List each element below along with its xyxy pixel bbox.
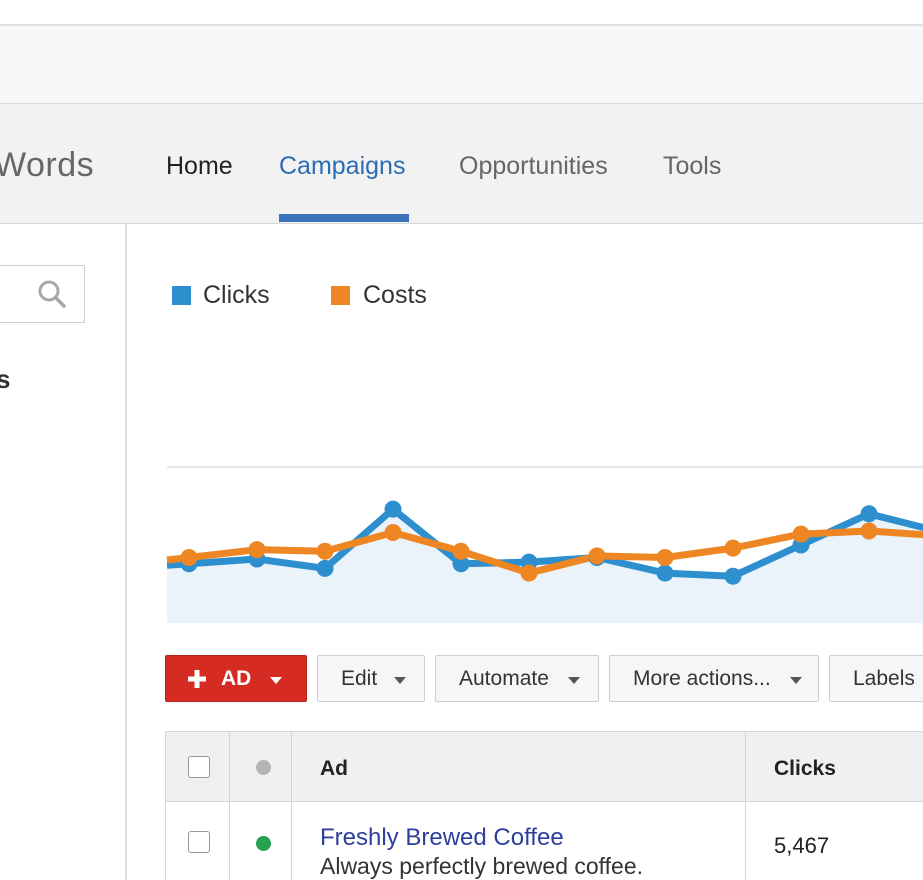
legend-label-costs: Costs: [363, 281, 427, 309]
select-all-checkbox[interactable]: [188, 756, 210, 778]
tab-opportunities[interactable]: Opportunities: [459, 152, 608, 180]
data-point-costs-3[interactable]: [384, 524, 402, 542]
clicks-value: 5,467: [774, 833, 830, 858]
edit-button[interactable]: Edit: [317, 655, 425, 702]
data-point-costs-7[interactable]: [656, 548, 674, 566]
status-enabled-dot: [256, 836, 271, 851]
legend-label-clicks: Clicks: [203, 281, 270, 309]
data-point-clicks-7[interactable]: [656, 564, 674, 582]
data-point-clicks-4[interactable]: [452, 555, 470, 573]
labels-label: Labels: [853, 667, 915, 690]
performance-line-chart: [166, 466, 923, 623]
ad-description: Always perfectly brewed coffee.: [320, 853, 644, 879]
clicks-area-fill: [167, 509, 923, 623]
add-ad-label: AD: [221, 667, 252, 690]
data-point-costs-5[interactable]: [520, 564, 538, 582]
ads-table: Ad Clicks Freshly Brewed Coffee Always p…: [165, 731, 923, 880]
data-point-clicks-8[interactable]: [724, 567, 742, 585]
brand-logo-text: Words: [0, 146, 95, 184]
tab-tools[interactable]: Tools: [663, 152, 722, 180]
series-line-costs: [166, 527, 923, 577]
data-point-clicks-2[interactable]: [316, 559, 334, 577]
automate-label: Automate: [459, 667, 549, 690]
row-checkbox[interactable]: [188, 831, 210, 853]
edit-label: Edit: [341, 667, 378, 690]
data-point-costs-2[interactable]: [316, 542, 334, 560]
automate-button[interactable]: Automate: [435, 655, 599, 702]
data-point-clicks-3[interactable]: [384, 500, 402, 518]
data-point-costs-9[interactable]: [792, 525, 810, 543]
column-divider: [745, 731, 746, 880]
column-header-clicks[interactable]: Clicks: [774, 757, 836, 780]
column-divider: [229, 731, 230, 880]
header-bar: [0, 26, 923, 104]
chevron-down-icon: [394, 677, 406, 684]
search-icon[interactable]: [37, 279, 67, 309]
chevron-down-icon: [790, 677, 802, 684]
table-header: Ad Clicks: [165, 731, 923, 802]
active-tab-indicator: [279, 214, 409, 222]
top-bar: [0, 0, 923, 26]
data-point-costs-8[interactable]: [724, 539, 742, 557]
sidebar-divider: [125, 224, 127, 880]
more-actions-label: More actions...: [633, 667, 771, 690]
tab-home[interactable]: Home: [166, 152, 233, 180]
nav-bar: [0, 104, 923, 224]
ad-title-link[interactable]: Freshly Brewed Coffee: [320, 824, 564, 851]
sidebar-search-input[interactable]: [0, 265, 85, 323]
data-point-costs-4[interactable]: [452, 542, 470, 560]
chevron-down-icon: [270, 677, 282, 684]
sidebar-heading-fragment: s: [0, 364, 11, 394]
chevron-down-icon: [568, 677, 580, 684]
more-actions-button[interactable]: More actions...: [609, 655, 819, 702]
legend-swatch-costs: [331, 286, 350, 305]
column-divider: [291, 731, 292, 880]
labels-button[interactable]: Labels: [829, 655, 923, 702]
table-row: Freshly Brewed Coffee Always perfectly b…: [165, 802, 923, 880]
data-point-costs-0[interactable]: [180, 548, 198, 566]
data-point-clicks-10[interactable]: [860, 505, 878, 523]
legend-swatch-clicks: [172, 286, 191, 305]
column-header-ad[interactable]: Ad: [320, 757, 348, 780]
add-ad-button[interactable]: AD: [165, 655, 307, 702]
data-point-costs-10[interactable]: [860, 522, 878, 540]
plus-icon: [188, 670, 206, 688]
status-header-dot: [256, 760, 271, 775]
data-point-costs-1[interactable]: [248, 541, 266, 559]
data-point-costs-6[interactable]: [588, 547, 606, 565]
tab-campaigns[interactable]: Campaigns: [279, 152, 406, 180]
